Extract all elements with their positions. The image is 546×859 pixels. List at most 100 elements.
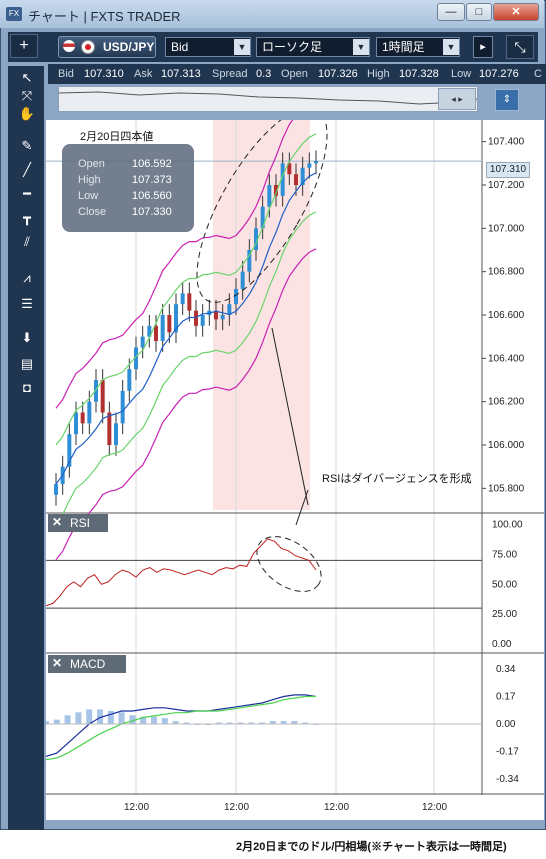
camera-icon[interactable]: ◘ xyxy=(23,380,31,395)
navigator-strip[interactable] xyxy=(58,86,478,112)
annotation-arrow-down xyxy=(295,489,309,526)
candle-body xyxy=(80,412,85,424)
list-icon[interactable]: ▤ xyxy=(20,356,34,371)
bid-label: Bid xyxy=(58,68,74,80)
macd-histogram-bar xyxy=(226,722,233,724)
candle-body xyxy=(267,185,272,207)
ask-value: 107.313 xyxy=(161,68,201,80)
candle-body xyxy=(227,304,232,315)
price-tick-label: 106.000 xyxy=(488,440,525,451)
upper-band-2 xyxy=(55,120,294,409)
high-value: 107.328 xyxy=(399,68,439,80)
candle-body xyxy=(54,484,58,495)
candle-body xyxy=(260,206,265,229)
candle-body xyxy=(174,304,178,333)
open-label: Open xyxy=(281,68,308,80)
current-price-label: 107.310 xyxy=(486,162,530,178)
spread-value: 0.3 xyxy=(256,68,272,80)
price-tick-label: 106.800 xyxy=(488,267,525,278)
macd-histogram-bar xyxy=(53,719,60,724)
upper-band-1 xyxy=(55,133,317,446)
price-type-value: Bid xyxy=(171,40,189,54)
macd-tick-label: -0.34 xyxy=(496,774,519,785)
candle-body xyxy=(134,347,138,370)
close-rsi-icon[interactable]: ✕ xyxy=(52,515,63,529)
title-bar: FX チャート | FXTS TRADER — □ ✕ xyxy=(0,0,544,28)
chart-type-dropdown[interactable]: ローソク足 ▼ xyxy=(256,37,370,57)
low-value: 107.276 xyxy=(479,68,519,80)
macd-histogram-bar xyxy=(97,709,103,724)
macd-line xyxy=(46,694,317,757)
chevron-down-icon: ▼ xyxy=(234,39,250,55)
candle-body xyxy=(287,163,292,175)
candle-body xyxy=(234,289,238,305)
macd-tick-label: 0.17 xyxy=(496,691,516,702)
download-icon[interactable]: ⬇ xyxy=(21,330,33,345)
horizontal-line-icon[interactable]: ━ xyxy=(23,186,31,201)
fibonacci-icon[interactable]: ☰ xyxy=(21,296,33,311)
ohlc-high-label: High xyxy=(78,174,101,186)
macd-histogram-bar xyxy=(140,716,147,724)
maximize-button[interactable]: □ xyxy=(466,3,492,21)
candle-body xyxy=(154,325,158,341)
candle-body xyxy=(127,369,132,391)
macd-tick-label: 0.34 xyxy=(496,664,516,675)
ohlc-high-value: 107.373 xyxy=(132,174,172,186)
candle-body xyxy=(314,161,318,164)
close-macd-icon[interactable]: ✕ xyxy=(52,656,63,670)
chevron-down-icon: ▼ xyxy=(443,39,459,55)
time-tick-label: 12:00 xyxy=(124,802,149,813)
drawing-toolbar xyxy=(8,66,44,830)
low-label: Low xyxy=(451,68,472,80)
add-chart-button[interactable]: + xyxy=(10,34,38,58)
minimize-button[interactable]: — xyxy=(437,3,465,21)
price-tick-label: 106.400 xyxy=(488,353,525,364)
rsi-tick-label: 50.00 xyxy=(492,579,517,590)
ohlc-low-label: Low xyxy=(78,190,99,202)
fan-icon[interactable]: ⩘ xyxy=(23,270,31,285)
navigator-scroll-thumb[interactable]: ◂ ▸ xyxy=(438,88,476,110)
signal-line xyxy=(46,695,316,761)
time-tick-label: 12:00 xyxy=(224,802,249,813)
macd-histogram-bar xyxy=(161,718,168,724)
ohlc-panel: Open 106.592 High 107.373 Low 106.560 Close… xyxy=(62,144,194,232)
price-tick-label: 106.200 xyxy=(488,397,525,408)
macd-panel-header: ✕ MACD xyxy=(48,655,126,673)
macd-tick-label: -0.17 xyxy=(496,747,519,758)
highlight-ellipse-price xyxy=(196,120,328,303)
close-button[interactable]: ✕ xyxy=(493,3,539,21)
symbol-selector[interactable]: USD/JPY xyxy=(58,36,156,58)
macd-histogram-bar xyxy=(172,721,179,724)
channel-icon[interactable]: ⫽ xyxy=(24,234,30,249)
rsi-line xyxy=(46,538,317,607)
auto-scroll-icon[interactable]: ⇕ xyxy=(495,89,519,111)
macd-histogram-bar xyxy=(107,710,114,724)
play-icon[interactable]: ▸ xyxy=(473,36,493,58)
candle-body xyxy=(140,336,145,348)
hand-icon[interactable]: ✋ xyxy=(18,106,36,121)
candle-body xyxy=(240,271,245,289)
pen-icon[interactable]: ✎ xyxy=(21,138,33,153)
candle-body xyxy=(300,167,305,185)
ohlc-open-label: Open xyxy=(78,158,105,170)
bid-value: 107.310 xyxy=(84,68,124,80)
pointer-icon[interactable]: ↖ xyxy=(21,70,33,85)
timeframe-dropdown[interactable]: 1時間足 ▼ xyxy=(376,37,460,57)
vertical-line-icon[interactable]: ┳ xyxy=(23,210,31,225)
time-tick-label: 12:00 xyxy=(324,802,349,813)
candle-body xyxy=(147,325,152,337)
price-tick-label: 107.200 xyxy=(488,180,525,191)
price-type-dropdown[interactable]: Bid ▼ xyxy=(165,37,251,57)
expand-icon[interactable]: ⤡ xyxy=(506,35,534,59)
candle-body xyxy=(294,174,298,185)
crosshair-pointer-icon[interactable]: ⤧ xyxy=(21,88,33,103)
trendline-icon[interactable]: ╱ xyxy=(23,162,31,177)
moving-average-line xyxy=(55,172,317,485)
candle-body xyxy=(247,250,252,272)
ohlc-low-value: 106.560 xyxy=(132,190,172,202)
window-title: チャート | FXTS TRADER xyxy=(28,9,181,24)
rsi-tick-label: 25.00 xyxy=(492,609,517,620)
candle-body xyxy=(180,293,185,305)
figure-caption: 2月20日までのドル/円相場(※チャート表示は一時間足) xyxy=(236,841,507,853)
annotation-arrow-up xyxy=(271,327,309,506)
